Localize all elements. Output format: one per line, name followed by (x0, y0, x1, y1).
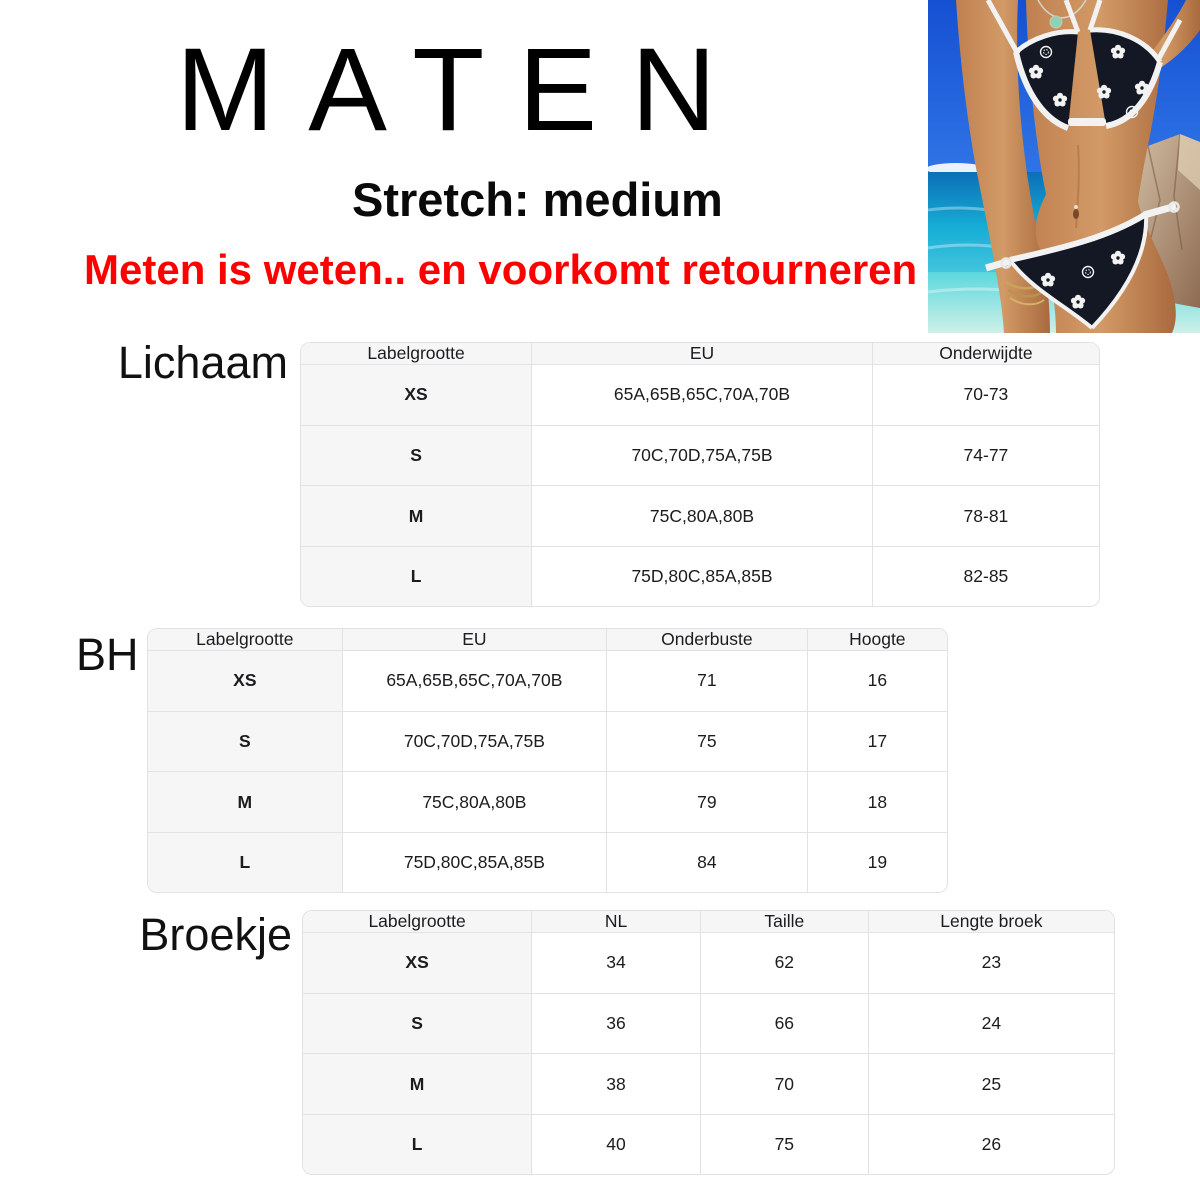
size-label-cell: M (303, 1053, 533, 1116)
value-cell: 34 (531, 932, 701, 994)
product-photo (928, 0, 1200, 333)
value-cell: 74-77 (872, 425, 1099, 487)
value-cell: 25 (868, 1053, 1114, 1116)
value-cell: 65A,65B,65C,70A,70B (531, 364, 873, 426)
value-cell: 84 (606, 832, 808, 892)
value-cell: 79 (606, 771, 808, 834)
table-label-bh: BH (76, 629, 139, 680)
table-row: XS 34 62 23 (303, 932, 1114, 994)
table-row: XS 65A,65B,65C,70A,70B 71 16 (148, 650, 947, 712)
table-row: M 75C,80A,80B 79 18 (148, 771, 947, 834)
table-header-row: Labelgrootte EU Onderbuste Hoogte (148, 629, 947, 651)
abs-shading (1075, 144, 1080, 229)
value-cell: 18 (807, 771, 947, 834)
table-row: L 75D,80C,85A,85B 84 19 (148, 832, 947, 892)
value-cell: 70C,70D,75A,75B (342, 711, 608, 773)
stretch-subtitle: Stretch: medium (352, 173, 723, 226)
size-label-cell: S (301, 425, 533, 487)
size-label-cell: L (148, 832, 343, 892)
table-row: S 70C,70D,75A,75B 75 17 (148, 711, 947, 773)
lichaam-table: Labelgrootte EU Onderwijdte XS 65A,65B,65C,7… (301, 343, 1099, 606)
warning-text: Meten is weten.. en voorkomt retourneren… (84, 246, 943, 293)
hip-ring (1000, 257, 1012, 269)
value-cell: 75D,80C,85A,85B (342, 832, 608, 892)
left-arm (956, 0, 1050, 333)
value-cell: 16 (807, 650, 947, 712)
value-cell: 36 (531, 993, 701, 1055)
column-header: Hoogte (807, 629, 947, 651)
necklace-pendant (1049, 15, 1063, 29)
size-label-cell: XS (301, 364, 533, 426)
value-cell: 26 (981, 1134, 1002, 1155)
column-header: Labelgrootte (303, 911, 533, 933)
size-label-cell: S (148, 711, 343, 773)
bikini-bottom (985, 201, 1180, 330)
value-cell: 24 (868, 993, 1114, 1055)
table-label-broekje: Broekje (139, 909, 292, 960)
size-label-cell: M (301, 485, 533, 548)
size-label-cell: L (301, 546, 533, 606)
table-label-lichaam: Lichaam (117, 337, 288, 388)
bikini-top (985, 0, 1183, 131)
size-label-cell: XS (303, 932, 533, 994)
table-row: L 75D,80C,85A,85B 82-85 (301, 546, 1099, 606)
table-row: S 36 66 24 (303, 993, 1114, 1055)
bh-size-table: Labelgrootte EU Onderbuste Hoogte XS 65A,65B,… (147, 628, 948, 893)
value-cell: 23 (868, 932, 1114, 994)
column-header: Labelgrootte (301, 343, 533, 365)
value-cell: 38 (531, 1053, 701, 1116)
value-cell: 75D,80C,85A,85B (531, 546, 873, 606)
navel (1073, 209, 1079, 219)
column-header: EU (531, 343, 873, 365)
broekje-table: Labelgrootte NL Taille Lengte broek XS 34 62 23… (303, 911, 1114, 1174)
value-cell: 40 (531, 1114, 701, 1174)
value-cell: 70-73 (872, 364, 1099, 426)
page-title: MATEN (176, 24, 751, 156)
bikini-beach-illustration (928, 0, 1200, 333)
value-cell: 78-81 (872, 485, 1099, 548)
value-cell: 75 (606, 711, 808, 773)
value-cell: 17 (807, 711, 947, 773)
bh-table: Labelgrootte EU Onderbuste Hoogte XS 65A,65B,… (148, 629, 947, 892)
table-header-row: Labelgrootte EU Onderwijdte (301, 343, 1099, 365)
table-row: M 38 70 25 (303, 1053, 1114, 1116)
value-cell: 19 (867, 852, 888, 873)
value-cell: 62 (700, 932, 869, 994)
table-row: L 40 75 26 (303, 1114, 1114, 1174)
table-row: XS 65A,65B,65C,70A,70B 70-73 (301, 364, 1099, 426)
value-cell: 70 (700, 1053, 869, 1116)
value-cell: 75C,80A,80B (342, 771, 608, 834)
value-cell: 75C,80A,80B (531, 485, 873, 548)
lichaam-size-table: Labelgrootte EU Onderwijdte XS 65A,65B,65C,7… (300, 342, 1100, 607)
column-header: NL (531, 911, 701, 933)
hip-ring (1168, 201, 1180, 213)
table-row: M 75C,80A,80B 78-81 (301, 485, 1099, 548)
size-label-cell: L (303, 1114, 533, 1174)
size-label-cell: M (148, 771, 343, 834)
clasp (1068, 118, 1106, 126)
column-header: Onderwijdte (872, 343, 1099, 365)
value-cell: 82-85 (963, 566, 1009, 587)
column-header: Labelgrootte (148, 629, 343, 651)
value-cell: 65A,65B,65C,70A,70B (342, 650, 608, 712)
size-label-cell: S (303, 993, 533, 1055)
column-header: Onderbuste (606, 629, 808, 651)
value-cell: 70C,70D,75A,75B (531, 425, 873, 487)
broekje-size-table: Labelgrootte NL Taille Lengte broek XS 34 62 23… (302, 910, 1115, 1175)
navel-piercing (1074, 205, 1078, 209)
column-header: EU (342, 629, 608, 651)
column-header: Taille (700, 911, 869, 933)
value-cell: 75 (700, 1114, 869, 1174)
table-row: S 70C,70D,75A,75B 74-77 (301, 425, 1099, 487)
column-header: Lengte broek (868, 911, 1114, 933)
value-cell: 71 (606, 650, 808, 712)
size-label-cell: XS (148, 650, 343, 712)
value-cell: 66 (700, 993, 869, 1055)
table-header-row: Labelgrootte NL Taille Lengte broek (303, 911, 1114, 933)
